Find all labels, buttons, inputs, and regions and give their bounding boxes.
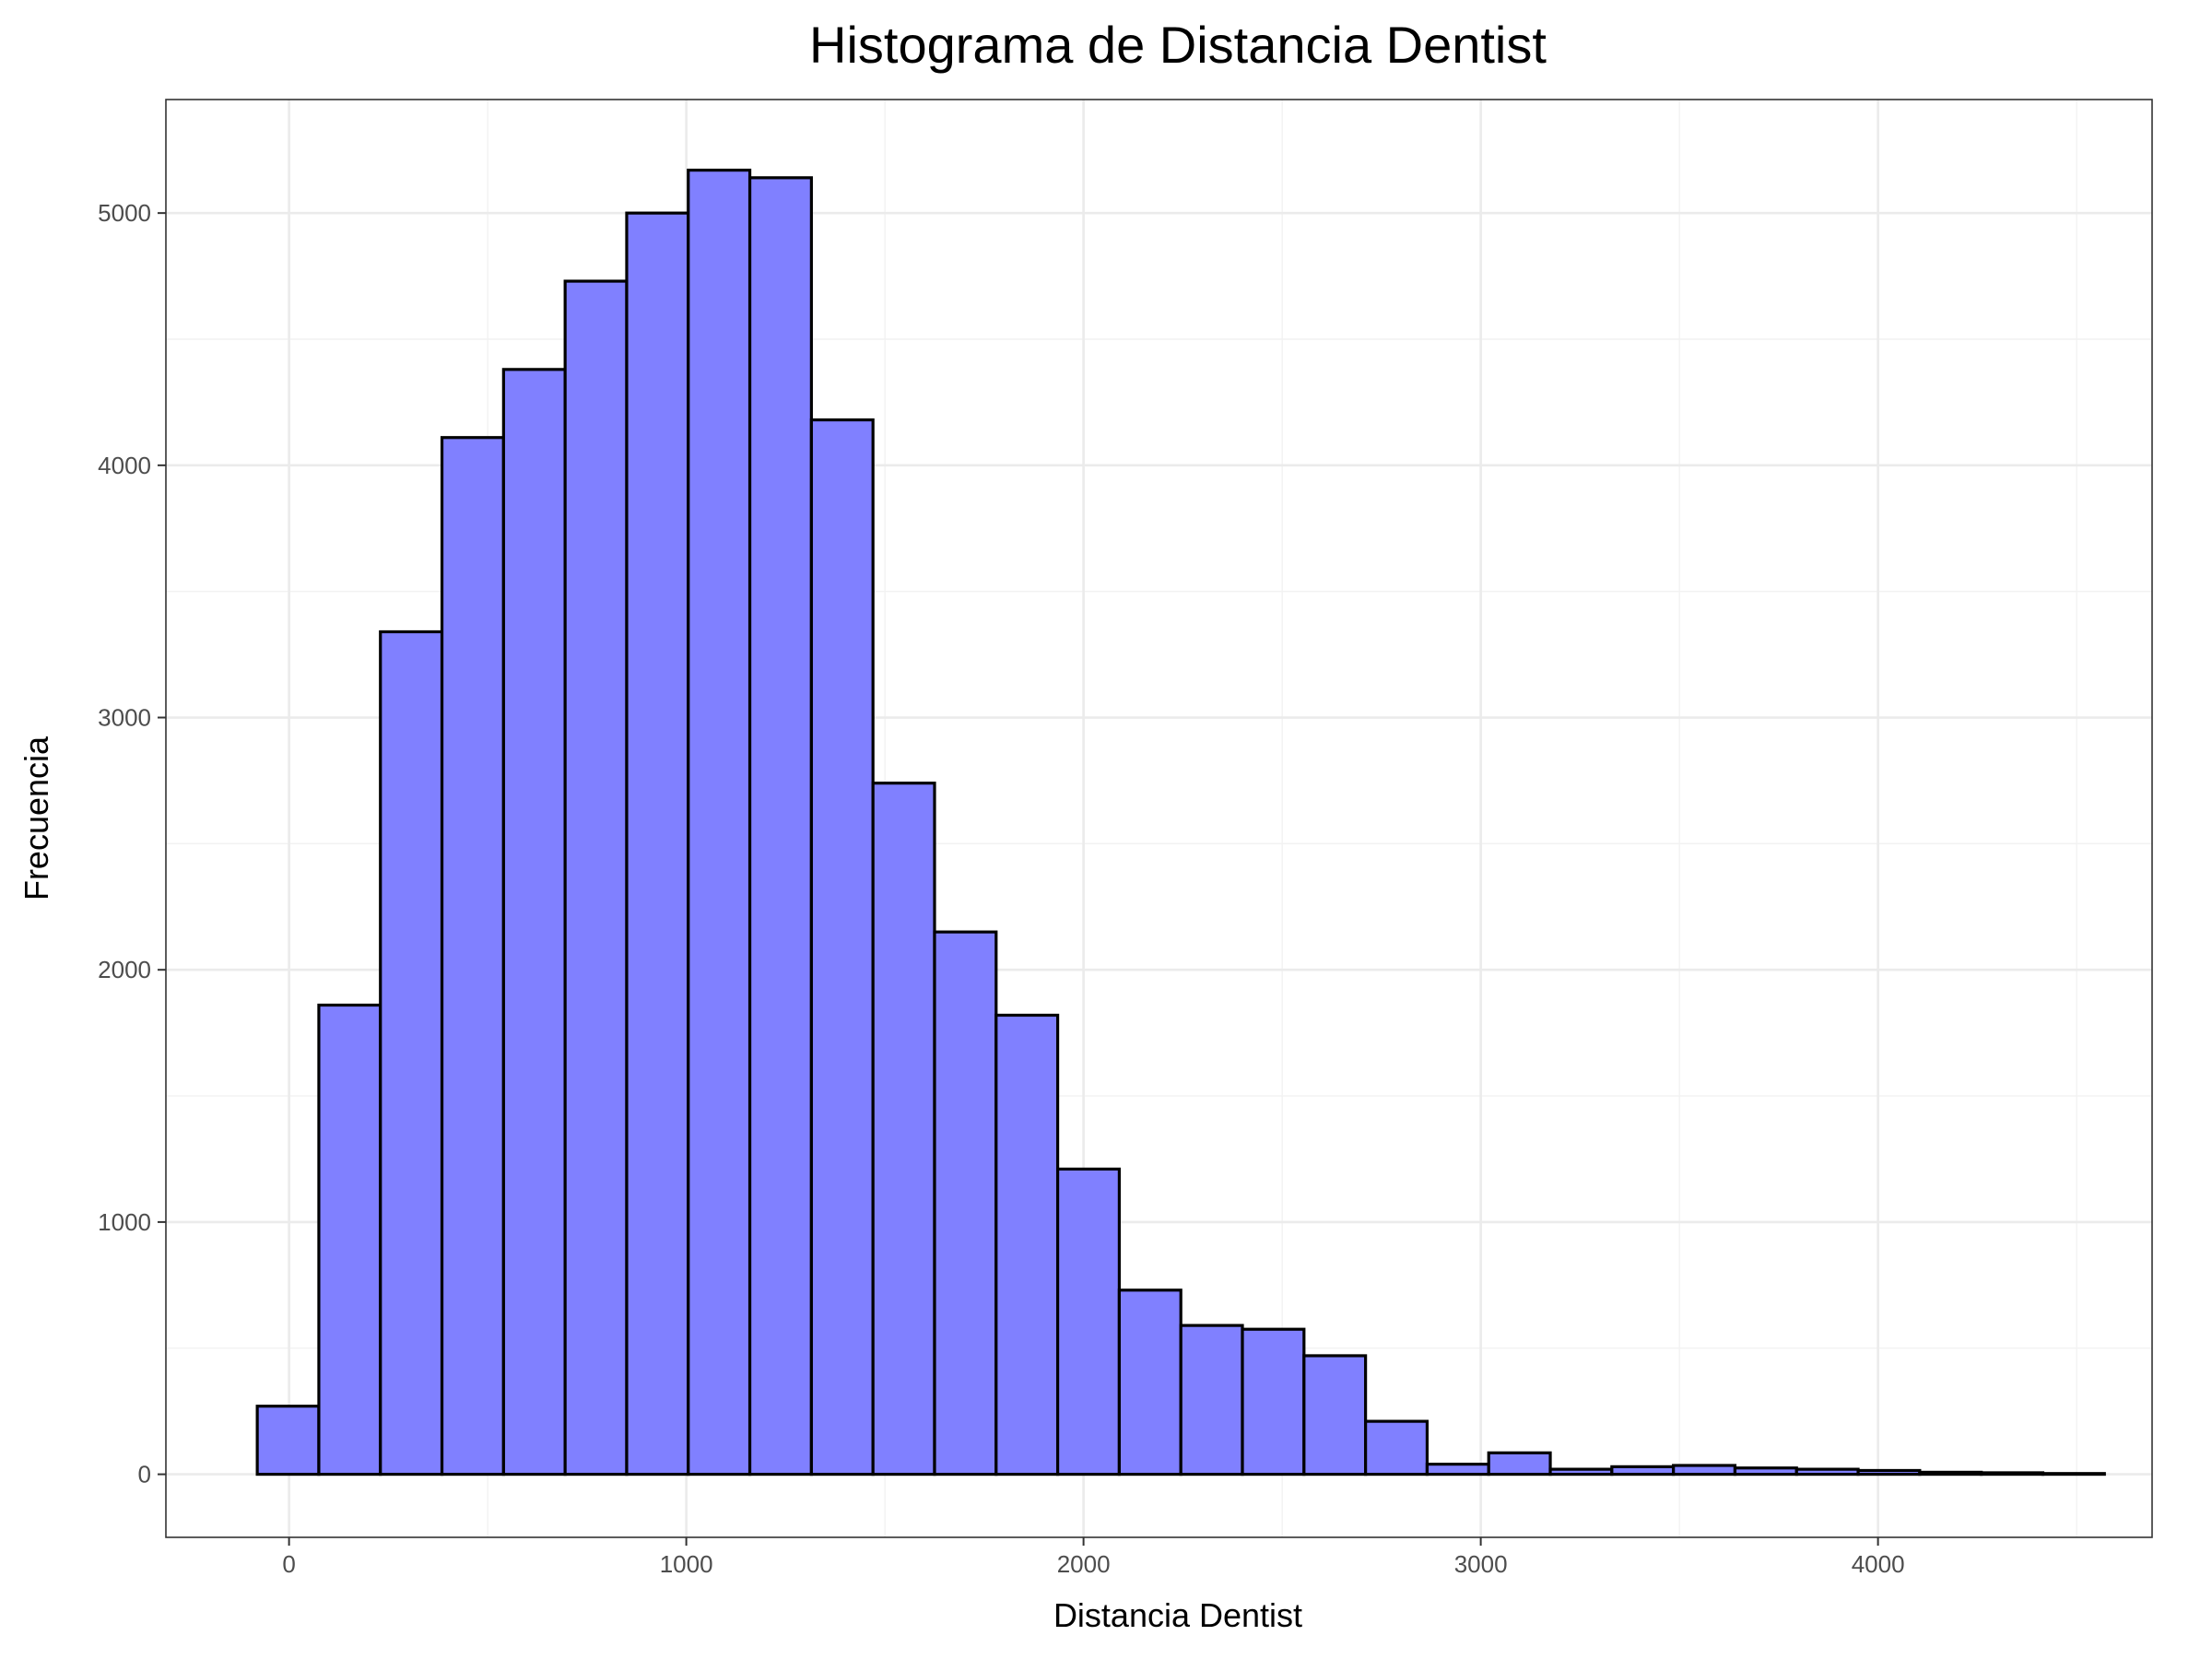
y-tick-label: 2000 bbox=[98, 956, 151, 983]
x-tick-label: 0 bbox=[282, 1550, 295, 1578]
y-axis: 0 1000 2000 3000 4000 5000 bbox=[98, 199, 166, 1488]
histogram-bar bbox=[317, 1003, 382, 1477]
x-axis-title: Distancia Dentist bbox=[1053, 1596, 1302, 1634]
histogram-bar bbox=[563, 279, 629, 1477]
histogram-bar bbox=[440, 436, 505, 1477]
x-axis: 0 1000 2000 3000 4000 bbox=[282, 1537, 1905, 1578]
histogram-bars bbox=[255, 169, 2106, 1477]
x-tick-label: 3000 bbox=[1454, 1550, 1508, 1578]
histogram-bar bbox=[747, 176, 813, 1477]
histogram-bar bbox=[1117, 1288, 1182, 1477]
y-tick-label: 3000 bbox=[98, 704, 151, 732]
histogram-bar bbox=[255, 1405, 321, 1477]
histogram-bar bbox=[871, 782, 936, 1477]
histogram-bar bbox=[2041, 1472, 2106, 1477]
histogram-bar bbox=[1548, 1467, 1614, 1477]
histogram-bar bbox=[625, 211, 690, 1477]
y-tick-label: 0 bbox=[138, 1461, 151, 1488]
y-axis-title: Frecuencia bbox=[18, 735, 55, 900]
histogram-bar bbox=[1980, 1471, 2045, 1477]
histogram-bar bbox=[1179, 1324, 1244, 1477]
plot-panel bbox=[165, 99, 2153, 1538]
histogram-bar bbox=[1918, 1470, 1983, 1477]
histogram-bar bbox=[379, 629, 444, 1477]
histogram-bar bbox=[1794, 1467, 1860, 1477]
histogram-bar bbox=[1610, 1465, 1676, 1477]
histogram-bar bbox=[1487, 1451, 1552, 1477]
chart-title: Histograma de Distancia Dentist bbox=[809, 16, 1547, 74]
histogram-bar bbox=[994, 1013, 1060, 1477]
y-tick-label: 1000 bbox=[98, 1208, 151, 1236]
histogram-bar bbox=[1241, 1327, 1306, 1477]
histogram-bar bbox=[687, 169, 752, 1477]
histogram-bar bbox=[1733, 1466, 1798, 1477]
panel-border bbox=[165, 99, 2153, 1538]
histogram-bar bbox=[1302, 1354, 1368, 1477]
histogram-bar bbox=[809, 418, 875, 1477]
histogram-bar bbox=[933, 930, 998, 1477]
histogram-bar bbox=[1055, 1167, 1121, 1477]
x-tick-label: 1000 bbox=[660, 1550, 713, 1578]
y-tick-label: 5000 bbox=[98, 199, 151, 227]
x-tick-label: 2000 bbox=[1057, 1550, 1111, 1578]
histogram-bar bbox=[1425, 1463, 1490, 1477]
histogram-bar bbox=[1856, 1468, 1922, 1477]
y-tick-label: 4000 bbox=[98, 452, 151, 479]
histogram-bar bbox=[1672, 1464, 1737, 1477]
histogram-bar bbox=[501, 368, 567, 1477]
x-tick-label: 4000 bbox=[1852, 1550, 1905, 1578]
histogram-bar bbox=[1364, 1419, 1430, 1477]
